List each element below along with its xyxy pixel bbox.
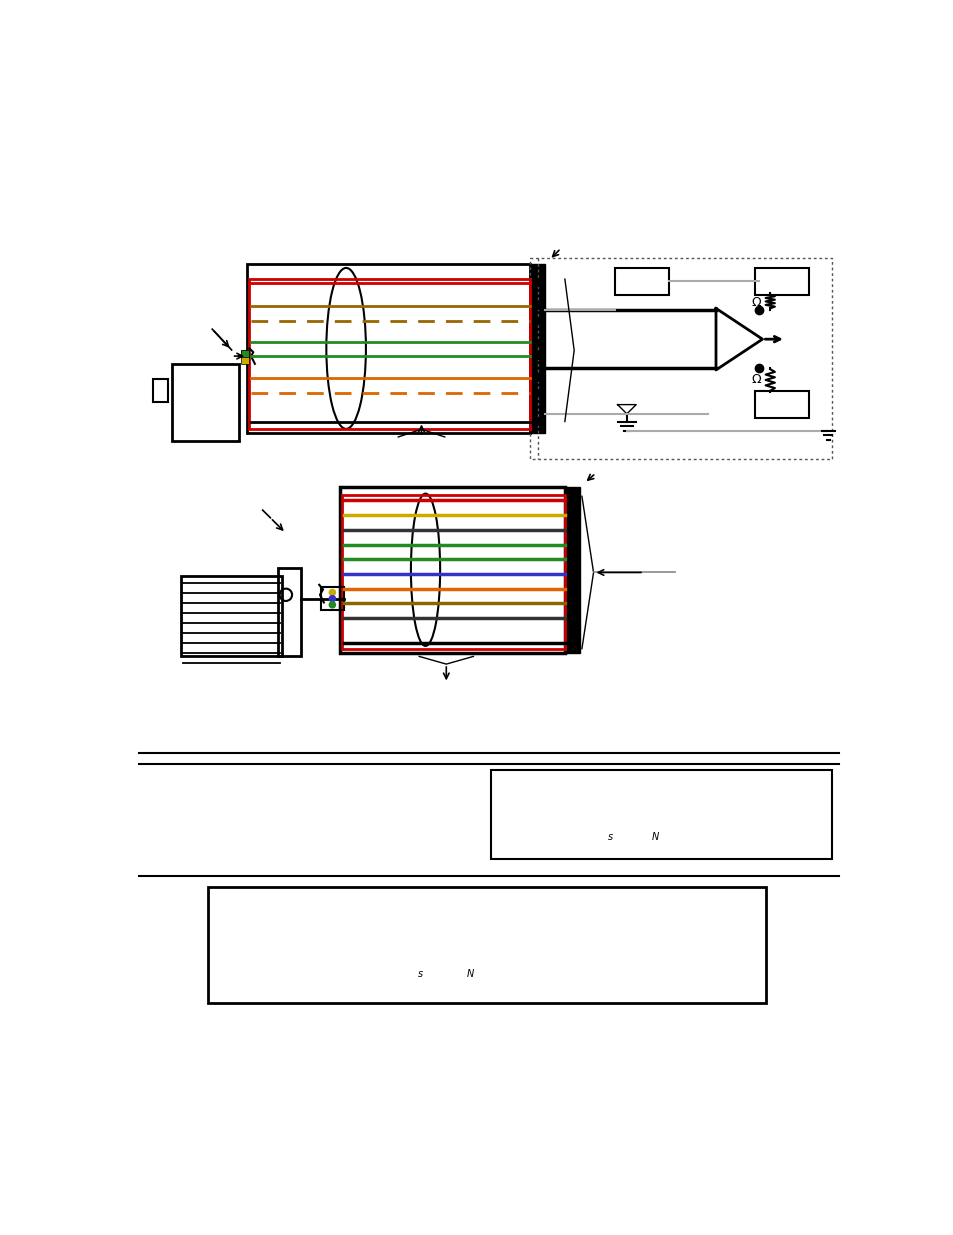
Bar	[241, 350, 249, 357]
Circle shape	[329, 595, 335, 601]
Bar	[249, 279, 530, 430]
Bar	[152, 379, 168, 403]
Bar	[754, 390, 808, 417]
Text: s: s	[417, 969, 422, 979]
Bar	[247, 264, 530, 433]
Bar	[530, 264, 545, 433]
Bar	[754, 268, 808, 294]
Bar	[564, 487, 579, 652]
Bar	[530, 258, 831, 458]
Bar	[340, 487, 564, 652]
Text: s: s	[607, 832, 613, 842]
Bar	[208, 888, 765, 1003]
Bar	[615, 268, 669, 294]
Text: N: N	[467, 969, 474, 979]
Text: N: N	[651, 832, 658, 842]
Bar	[278, 568, 301, 656]
Bar	[342, 495, 564, 648]
Bar	[172, 364, 239, 441]
Bar	[241, 350, 249, 364]
Bar	[320, 587, 344, 610]
Text: Ω: Ω	[751, 373, 760, 385]
Circle shape	[329, 601, 335, 608]
Circle shape	[329, 589, 335, 595]
Bar	[491, 771, 831, 858]
Text: Ω: Ω	[751, 295, 760, 309]
Bar	[181, 576, 282, 656]
